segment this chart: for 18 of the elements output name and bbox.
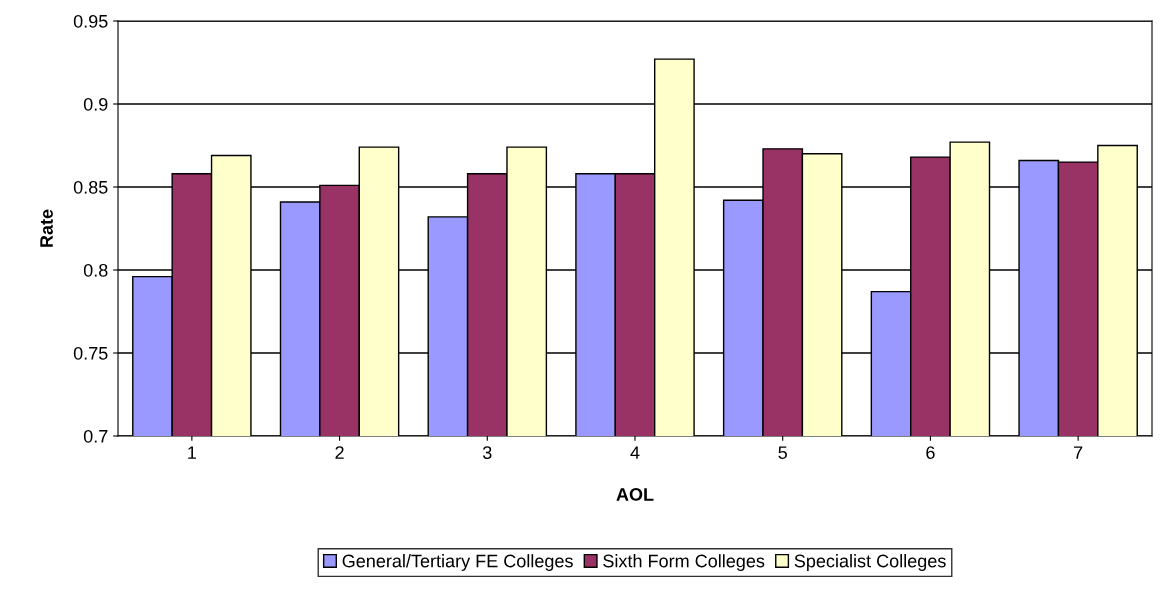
x-tick-label: 1 [188, 446, 196, 459]
legend-label: Sixth Form Colleges [603, 554, 765, 571]
x-tick-label: 7 [1074, 446, 1083, 459]
x-axis-title: AOL [616, 488, 654, 501]
x-tick-label: 6 [926, 446, 935, 459]
x-tick-label: 5 [778, 446, 787, 459]
x-tick-label: 4 [630, 446, 640, 459]
y-tick-label: 0.85 [73, 180, 108, 194]
y-tick-label: 0.95 [73, 14, 108, 28]
x-tick-label: 3 [482, 446, 492, 459]
legend-label: General/Tertiary FE Colleges [342, 554, 573, 571]
x-tick-label: 2 [335, 446, 344, 459]
y-tick-label: 0.75 [73, 346, 108, 360]
y-tick-label: 0.9 [83, 97, 108, 111]
y-axis-title: Rate [40, 209, 53, 247]
legend-label: Specialist Colleges [794, 554, 946, 571]
y-tick-label: 0.8 [83, 263, 108, 277]
y-tick-label: 0.7 [83, 429, 108, 443]
